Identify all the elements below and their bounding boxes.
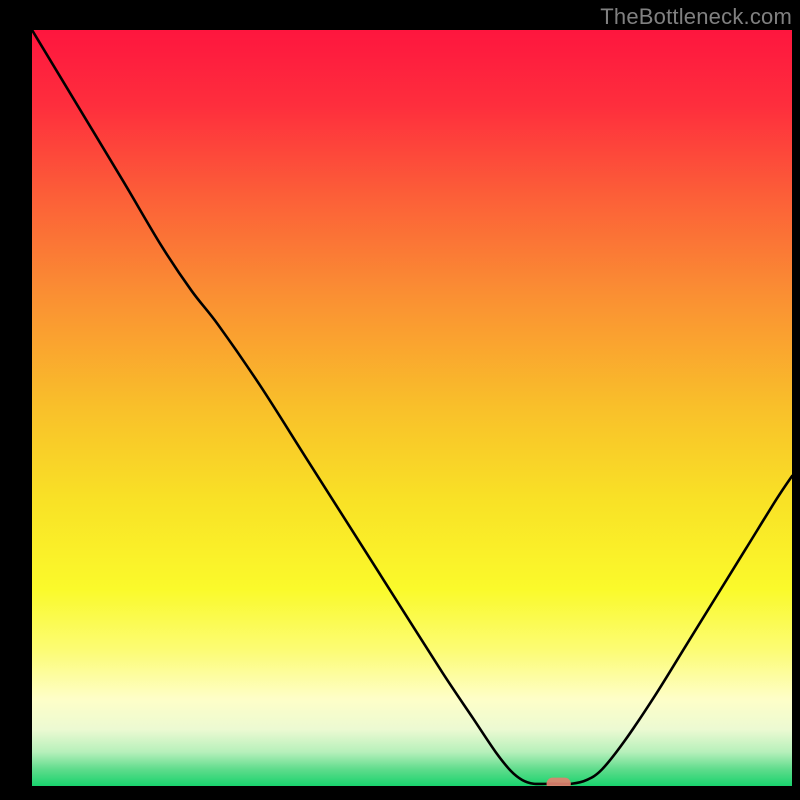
gradient-background — [32, 30, 792, 786]
watermark-text: TheBottleneck.com — [600, 4, 792, 30]
chart-frame: TheBottleneck.com — [0, 0, 800, 800]
plot-area — [32, 30, 792, 786]
optimal-marker — [547, 778, 571, 786]
bottleneck-curve-chart — [32, 30, 792, 786]
